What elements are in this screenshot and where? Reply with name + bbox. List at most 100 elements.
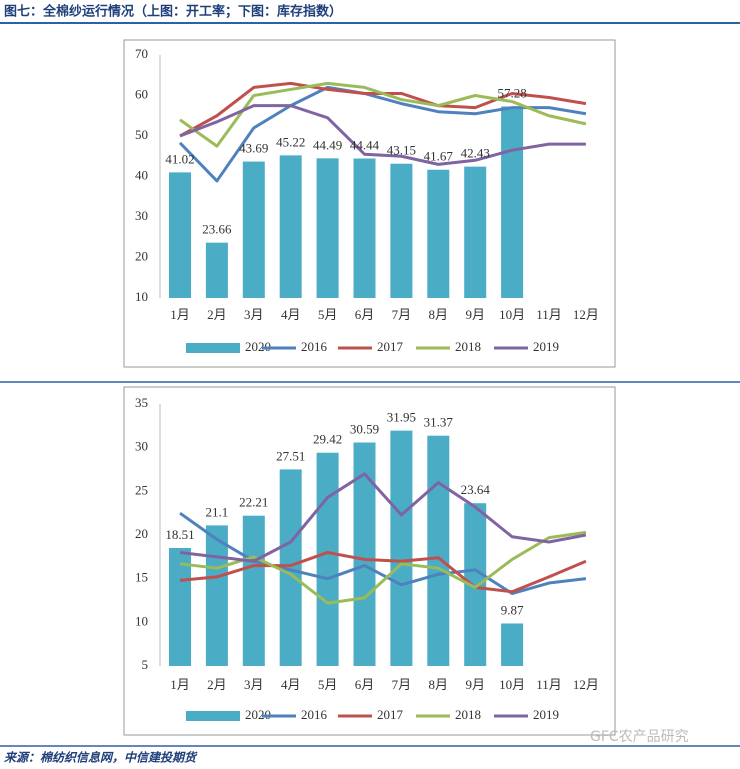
x-tick-label: 3月 xyxy=(244,307,264,322)
y-tick-label: 5 xyxy=(142,657,149,672)
y-tick-label: 35 xyxy=(135,395,148,410)
data-label: 23.66 xyxy=(202,222,232,237)
x-tick-label: 12月 xyxy=(573,677,599,692)
data-label: 44.49 xyxy=(313,137,342,152)
data-label: 44.44 xyxy=(350,138,380,153)
data-label: 31.37 xyxy=(424,415,454,430)
data-label: 18.51 xyxy=(165,527,194,542)
bar xyxy=(169,548,191,666)
legend-swatch xyxy=(186,343,240,353)
legend-label: 2020 xyxy=(245,339,271,354)
data-label: 31.95 xyxy=(387,410,416,425)
x-tick-label: 8月 xyxy=(429,307,449,322)
x-tick-label: 11月 xyxy=(536,307,562,322)
bar xyxy=(390,163,413,298)
data-label: 41.02 xyxy=(165,151,194,166)
data-label: 22.21 xyxy=(239,495,268,510)
data-label: 43.69 xyxy=(239,141,268,156)
chart-frame xyxy=(123,386,616,736)
x-tick-label: 2月 xyxy=(207,307,227,322)
legend-label: 2018 xyxy=(455,707,481,722)
data-label: 9.87 xyxy=(501,602,524,617)
data-label: 29.42 xyxy=(313,432,342,447)
bar xyxy=(316,452,339,666)
legend-label: 2017 xyxy=(377,339,404,354)
bar xyxy=(205,525,228,666)
bar xyxy=(205,242,228,298)
bar xyxy=(353,442,376,666)
bar xyxy=(242,515,265,666)
bar xyxy=(242,161,265,298)
x-tick-label: 9月 xyxy=(465,307,485,322)
bar xyxy=(316,158,339,298)
data-label: 21.1 xyxy=(206,504,229,519)
bar xyxy=(279,155,302,298)
x-tick-label: 8月 xyxy=(429,677,449,692)
data-label: 43.15 xyxy=(387,143,416,158)
legend-label: 2016 xyxy=(301,707,328,722)
chart-frame xyxy=(123,39,616,368)
x-tick-label: 6月 xyxy=(355,677,375,692)
legend-swatch xyxy=(186,711,240,721)
y-tick-label: 25 xyxy=(135,482,148,497)
data-label: 27.51 xyxy=(276,448,305,463)
x-tick-label: 1月 xyxy=(170,307,190,322)
x-tick-label: 7月 xyxy=(392,307,412,322)
line-series xyxy=(179,530,587,605)
y-tick-label: 70 xyxy=(135,46,148,61)
x-tick-label: 4月 xyxy=(281,307,301,322)
legend-label: 2018 xyxy=(455,339,481,354)
y-tick-label: 15 xyxy=(135,570,148,585)
y-tick-label: 60 xyxy=(135,86,148,101)
bar xyxy=(501,623,524,666)
x-tick-label: 6月 xyxy=(355,307,375,322)
data-label: 41.67 xyxy=(424,149,454,164)
legend-label: 2019 xyxy=(533,339,559,354)
legend-label: 2016 xyxy=(301,339,328,354)
y-tick-label: 40 xyxy=(135,167,148,182)
bar xyxy=(279,469,302,666)
x-tick-label: 5月 xyxy=(318,677,338,692)
line-series xyxy=(178,85,587,183)
y-tick-label: 30 xyxy=(135,208,148,223)
y-tick-label: 30 xyxy=(135,439,148,454)
bar xyxy=(464,503,487,666)
line-series xyxy=(179,104,586,166)
data-label: 30.59 xyxy=(350,421,379,436)
watermark: GFC农产品研究 xyxy=(590,729,689,745)
x-tick-label: 10月 xyxy=(499,677,525,692)
data-label: 23.64 xyxy=(461,482,491,497)
legend-label: 2019 xyxy=(533,707,559,722)
legend-label: 2017 xyxy=(377,707,404,722)
data-label: 45.22 xyxy=(276,134,305,149)
x-tick-label: 11月 xyxy=(536,677,562,692)
x-tick-label: 12月 xyxy=(573,307,599,322)
bar xyxy=(427,169,450,298)
x-tick-label: 10月 xyxy=(499,307,525,322)
x-tick-label: 5月 xyxy=(318,307,338,322)
x-tick-label: 4月 xyxy=(281,677,301,692)
bar xyxy=(427,435,450,666)
bar xyxy=(169,172,191,298)
data-label: 42.43 xyxy=(461,146,490,161)
line-series xyxy=(179,550,587,594)
x-tick-label: 7月 xyxy=(392,677,412,692)
legend-label: 2020 xyxy=(245,707,271,722)
bar xyxy=(464,166,487,298)
source: 来源：棉纺织信息网，中信建投期货 xyxy=(4,751,198,765)
data-label: 57.28 xyxy=(497,86,526,101)
bar xyxy=(390,430,413,666)
y-tick-label: 10 xyxy=(135,613,148,628)
header-title: 图七：全棉纱运行情况（上图：开工率；下图：库存指数） xyxy=(4,4,342,20)
line-series xyxy=(179,472,587,563)
x-tick-label: 3月 xyxy=(244,677,264,692)
y-tick-label: 50 xyxy=(135,127,148,142)
y-tick-label: 20 xyxy=(135,526,148,541)
y-tick-label: 20 xyxy=(135,248,148,263)
x-tick-label: 2月 xyxy=(207,677,227,692)
bar xyxy=(353,158,376,298)
bar xyxy=(501,106,524,299)
x-tick-label: 1月 xyxy=(170,677,190,692)
y-tick-label: 10 xyxy=(135,289,148,304)
